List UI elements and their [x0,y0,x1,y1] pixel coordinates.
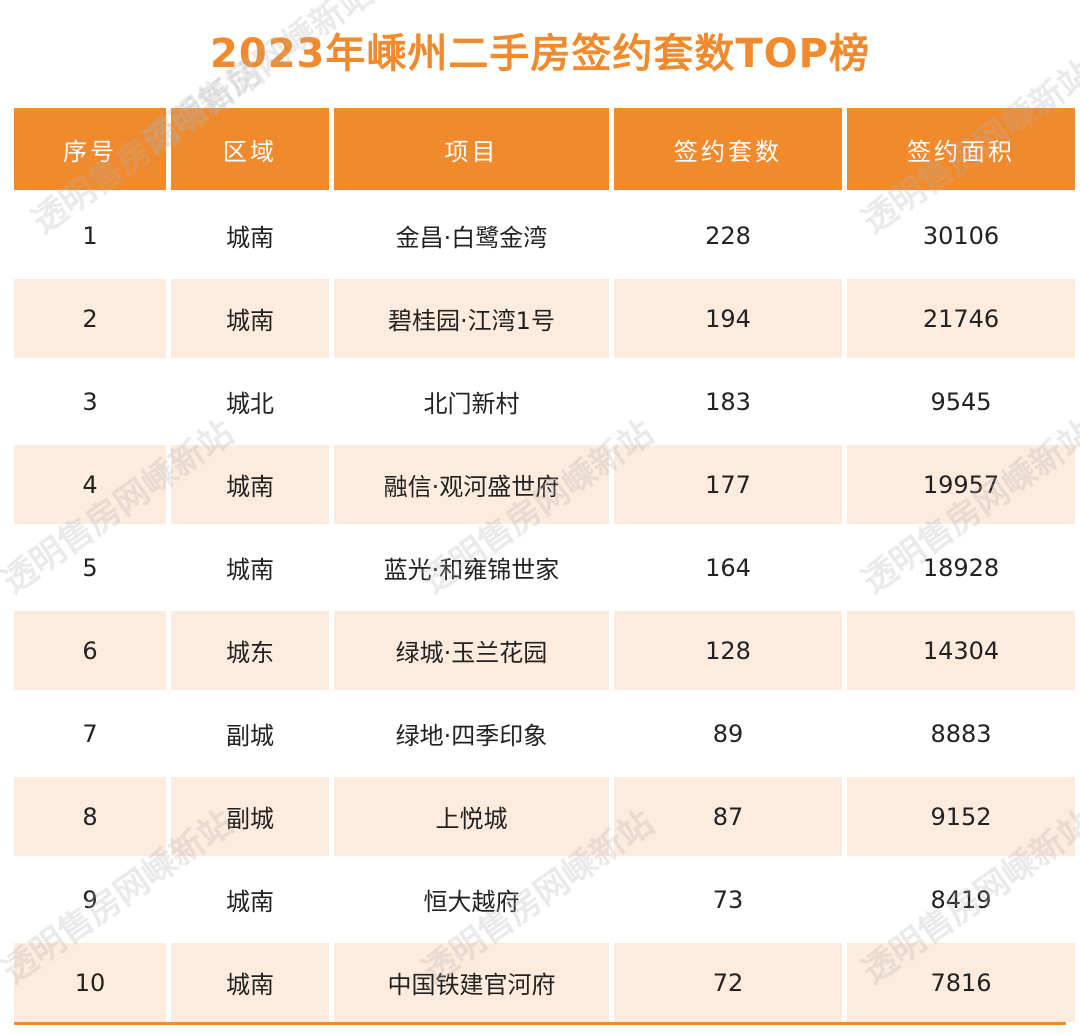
table-cell-units: 128 [614,611,842,690]
table-cell-area: 14304 [847,611,1075,690]
table-cell-units: 177 [614,445,842,524]
table-cell-district: 城南 [171,279,329,358]
table-cell-index: 2 [14,279,166,358]
table-cell-area: 19957 [847,445,1075,524]
header-cell-project: 项目 [334,108,609,190]
page-title: 2023年嵊州二手房签约套数TOP榜 [210,31,870,77]
ranking-table: 序号 区域 项目 签约套数 签约面积 1 城南 金昌·白鹭金湾 228 30106 2 城南 碧桂园·江… [14,108,1075,1026]
table-cell-district: 城南 [171,943,329,1022]
table-cell-district: 城南 [171,445,329,524]
table-cell-district: 城东 [171,611,329,690]
table-cell-district: 城北 [171,362,329,441]
table-cell-units: 89 [614,694,842,773]
table-cell-index: 1 [14,196,166,275]
table-cell-district: 城南 [171,528,329,607]
table-cell-area: 9545 [847,362,1075,441]
table-cell-project: 恒大越府 [334,860,609,939]
table-cell-project: 蓝光·和雍锦世家 [334,528,609,607]
table-cell-project: 金昌·白鹭金湾 [334,196,609,275]
table-cell-index: 6 [14,611,166,690]
table-cell-district: 副城 [171,777,329,856]
table-cell-project: 融信·观河盛世府 [334,445,609,524]
table-cell-area: 7816 [847,943,1075,1022]
table-cell-area: 21746 [847,279,1075,358]
table-cell-units: 72 [614,943,842,1022]
header-cell-units: 签约套数 [614,108,842,190]
table-cell-project: 碧桂园·江湾1号 [334,279,609,358]
header-cell-district: 区域 [171,108,329,190]
header-cell-index: 序号 [14,108,166,190]
table-cell-index: 5 [14,528,166,607]
table-cell-index: 3 [14,362,166,441]
table-cell-index: 10 [14,943,166,1022]
table-cell-units: 164 [614,528,842,607]
table-cell-district: 城南 [171,860,329,939]
table-cell-project: 绿城·玉兰花园 [334,611,609,690]
table-cell-area: 9152 [847,777,1075,856]
table-cell-district: 副城 [171,694,329,773]
table-cell-index: 9 [14,860,166,939]
table-cell-area: 30106 [847,196,1075,275]
table-cell-project: 绿地·四季印象 [334,694,609,773]
table-cell-units: 87 [614,777,842,856]
table-cell-project: 中国铁建官河府 [334,943,609,1022]
table-cell-units: 73 [614,860,842,939]
table-cell-district: 城南 [171,196,329,275]
table-cell-index: 4 [14,445,166,524]
table-bottom-border [14,1022,1066,1025]
table-cell-area: 18928 [847,528,1075,607]
table-cell-units: 228 [614,196,842,275]
header-cell-area: 签约面积 [847,108,1075,190]
table-cell-project: 北门新村 [334,362,609,441]
table-cell-area: 8883 [847,694,1075,773]
table-cell-area: 8419 [847,860,1075,939]
table-cell-project: 上悦城 [334,777,609,856]
table-cell-index: 7 [14,694,166,773]
table-cell-units: 183 [614,362,842,441]
table-cell-index: 8 [14,777,166,856]
table-cell-units: 194 [614,279,842,358]
